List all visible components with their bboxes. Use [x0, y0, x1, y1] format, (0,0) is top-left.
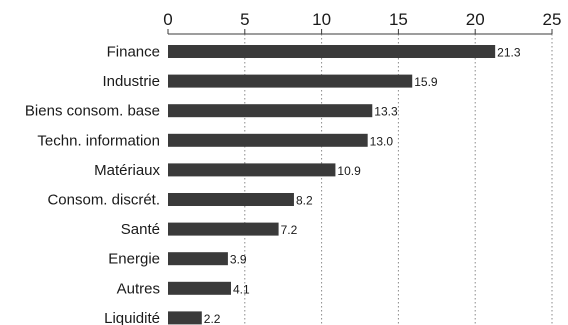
category-label: Industrie	[102, 73, 160, 90]
category-label: Energie	[108, 251, 160, 268]
x-tick-label: 20	[466, 10, 485, 29]
bar	[168, 133, 368, 147]
category-label: Autres	[117, 280, 160, 297]
category-label: Techn. information	[37, 132, 160, 149]
data-label: 7.2	[281, 223, 298, 237]
data-label: 21.3	[497, 46, 521, 60]
x-tick-label: 25	[543, 10, 562, 29]
bar	[168, 252, 228, 266]
data-label: 13.0	[370, 134, 394, 148]
bar	[168, 222, 279, 236]
x-tick-label: 15	[389, 10, 408, 29]
category-label: Liquidité	[104, 310, 160, 325]
category-label: Finance	[107, 44, 160, 61]
bar	[168, 281, 231, 295]
bar	[168, 74, 413, 88]
data-label: 4.1	[233, 282, 250, 296]
data-label: 15.9	[414, 75, 438, 89]
data-label: 10.9	[337, 164, 361, 178]
x-tick-label: 0	[163, 10, 172, 29]
data-label: 3.9	[230, 253, 247, 267]
category-label: Santé	[121, 221, 160, 238]
bar	[168, 45, 496, 58]
bars	[168, 45, 496, 325]
bar	[168, 311, 202, 325]
x-tick-label: 5	[240, 10, 249, 29]
bar	[168, 104, 373, 118]
bar	[168, 163, 336, 177]
category-label: Consom. discrét.	[47, 192, 160, 209]
category-label: Biens consom. base	[25, 103, 160, 120]
x-axis: 0 5 10 15 20 25	[163, 10, 562, 35]
category-label: Matériaux	[94, 162, 160, 179]
bar	[168, 193, 294, 206]
data-label: 8.2	[296, 194, 313, 208]
labels: Finance 21.3 Industrie 15.9 Biens consom. ba…	[25, 44, 521, 325]
x-tick-label: 10	[312, 10, 331, 29]
data-label: 13.3	[374, 105, 398, 119]
data-label: 2.2	[204, 312, 221, 325]
